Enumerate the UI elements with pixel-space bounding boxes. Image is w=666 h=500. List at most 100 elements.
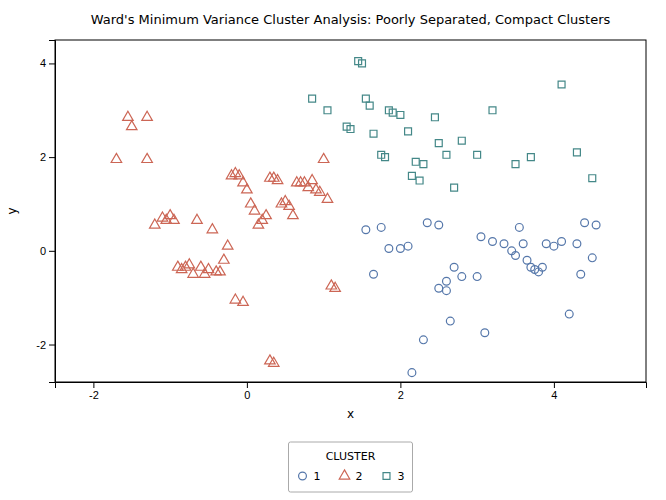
tick-label: -2 <box>36 339 46 351</box>
x-axis: -2 0 2 4 <box>56 382 647 401</box>
y-axis-title: y <box>5 207 19 214</box>
title: Ward's Minimum Variance Cluster Analysis… <box>91 12 611 27</box>
point <box>558 238 566 246</box>
marks <box>111 58 600 377</box>
point <box>318 153 329 162</box>
tick-mark <box>49 157 55 158</box>
point <box>538 263 546 271</box>
tick-label: 4 <box>551 389 557 401</box>
point <box>527 154 534 161</box>
legend-label: 1 <box>314 470 321 483</box>
point <box>542 240 550 248</box>
point <box>385 245 393 253</box>
point <box>474 151 481 158</box>
point <box>420 336 428 344</box>
point <box>362 95 369 102</box>
legend-symbol <box>339 470 350 479</box>
legend-symbol <box>383 473 390 480</box>
tick-mark <box>49 63 55 64</box>
point <box>565 310 573 318</box>
tick-label: 4 <box>40 57 46 69</box>
tick: 4 <box>551 382 557 401</box>
tick-mark <box>49 251 55 252</box>
point <box>519 240 527 248</box>
point <box>288 210 299 219</box>
point <box>435 284 443 292</box>
point <box>126 121 137 130</box>
point <box>366 102 373 109</box>
point <box>142 153 153 162</box>
tick: 2 <box>40 151 55 163</box>
legend-title: CLUSTER <box>326 450 376 463</box>
legend-symbol <box>299 472 307 480</box>
point <box>573 240 581 248</box>
point <box>589 175 596 182</box>
point <box>207 224 218 233</box>
point <box>408 172 415 179</box>
point <box>389 109 396 116</box>
point <box>592 221 600 229</box>
tick: 4 <box>40 57 55 69</box>
tick-mark <box>247 382 248 388</box>
point <box>397 111 404 118</box>
tick-label: 0 <box>40 245 46 257</box>
tick: 2 <box>398 382 404 401</box>
legend-item: 1 <box>299 470 321 483</box>
point <box>420 161 427 168</box>
point <box>412 158 419 165</box>
plot: -2 0 2 4 -2 0 2 4 <box>36 40 646 401</box>
point <box>362 226 370 234</box>
point <box>192 214 203 223</box>
point <box>581 219 589 227</box>
point <box>489 238 497 246</box>
point <box>242 184 253 193</box>
point <box>324 107 331 114</box>
point <box>477 233 485 241</box>
point <box>326 280 337 289</box>
point <box>443 277 451 285</box>
tick-mark <box>554 382 555 388</box>
plot-frame <box>55 40 646 382</box>
point <box>322 193 333 202</box>
point <box>423 219 431 227</box>
point <box>382 154 389 161</box>
axis-line <box>56 383 647 389</box>
point <box>588 254 596 262</box>
point <box>261 210 272 219</box>
point <box>249 205 260 214</box>
tick-label: 2 <box>40 151 46 163</box>
tick-label: -2 <box>89 389 99 401</box>
point <box>265 355 276 364</box>
point <box>577 270 585 278</box>
series <box>362 219 600 377</box>
chart: -2 0 2 4 -2 0 2 4 Ward's Minimum Variance Cluste… <box>0 0 666 500</box>
point <box>458 137 465 144</box>
point <box>446 317 454 325</box>
tick-mark <box>400 382 401 388</box>
legend-label: 3 <box>398 470 405 483</box>
point <box>550 242 558 250</box>
point <box>396 245 404 253</box>
point <box>435 221 443 229</box>
point <box>284 200 295 209</box>
x-axis-title: x <box>347 407 354 421</box>
point <box>512 161 519 168</box>
point <box>230 167 241 176</box>
point <box>272 174 283 183</box>
point <box>330 282 341 291</box>
y-axis: -2 0 2 4 <box>36 41 55 383</box>
point <box>370 130 377 137</box>
point <box>370 270 378 278</box>
tick-label: 2 <box>398 389 404 401</box>
tick-mark <box>93 382 94 388</box>
legend-label: 2 <box>356 470 363 483</box>
tick-mark <box>49 345 55 346</box>
point <box>268 357 279 366</box>
point <box>222 240 233 249</box>
point <box>150 219 161 228</box>
point <box>311 184 322 193</box>
series <box>309 58 596 191</box>
point <box>408 369 416 377</box>
point <box>443 151 450 158</box>
tick-label: 0 <box>244 389 250 401</box>
